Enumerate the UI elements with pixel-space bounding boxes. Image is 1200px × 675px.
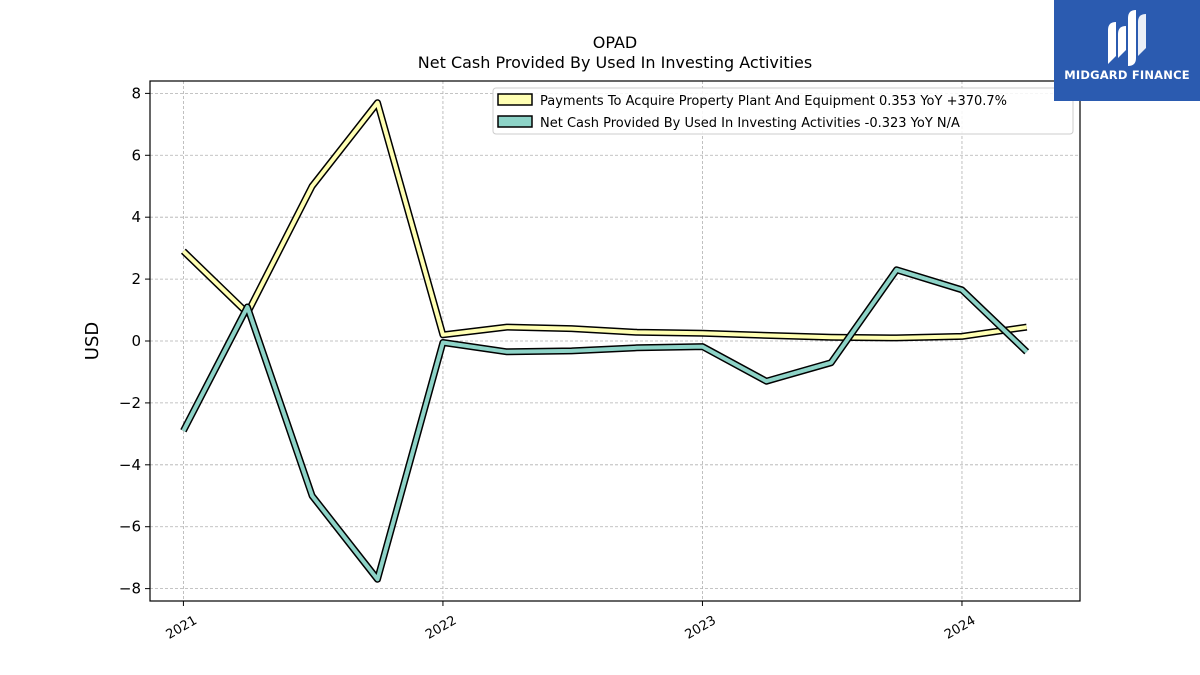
y-axis-ticks: −8 −6 −4 −2 0 2 4 6 8	[119, 84, 150, 598]
x-tick-label: 2022	[423, 613, 459, 643]
y-tick-label: 6	[131, 146, 141, 164]
series-outline-0	[180, 99, 1028, 342]
series-line-0	[182, 100, 1027, 340]
x-axis-ticks: 2021 2022 2023 2024	[164, 601, 978, 643]
legend-label-ppe: Payments To Acquire Property Plant And E…	[540, 94, 1007, 109]
series-line-1	[181, 267, 1029, 582]
legend-label-net-cash: Net Cash Provided By Used In Investing A…	[540, 116, 960, 131]
plot-frame	[149, 80, 1081, 602]
y-tick-label: 4	[131, 208, 141, 226]
series-lines	[180, 99, 1030, 583]
legend-swatch-net-cash	[497, 115, 533, 128]
y-tick-label: 0	[131, 332, 141, 350]
x-tick-label: 2021	[164, 613, 200, 643]
chart-subtitle: Net Cash Provided By Used In Investing A…	[418, 53, 812, 72]
x-tick-label: 2023	[683, 613, 719, 643]
grid	[150, 81, 1080, 601]
y-tick-label: 2	[131, 270, 141, 288]
x-tick-label: 2024	[942, 613, 978, 643]
logo-mark-icon	[1108, 10, 1146, 66]
y-tick-label: −4	[119, 456, 141, 474]
y-tick-label: −6	[119, 518, 141, 536]
y-tick-label: −8	[119, 580, 141, 598]
y-axis-label: USD	[82, 322, 103, 360]
chart-title: OPAD	[593, 33, 637, 52]
midgard-finance-logo: MIDGARD FINANCE	[1054, 0, 1200, 101]
y-tick-label: 8	[131, 84, 141, 102]
legend-box	[492, 87, 1074, 135]
y-tick-label: −2	[119, 394, 141, 412]
series-outline-1	[180, 266, 1030, 583]
legend: Payments To Acquire Property Plant And E…	[492, 87, 1074, 135]
legend-swatch-ppe	[497, 93, 533, 106]
logo-text: MIDGARD FINANCE	[1064, 68, 1190, 82]
